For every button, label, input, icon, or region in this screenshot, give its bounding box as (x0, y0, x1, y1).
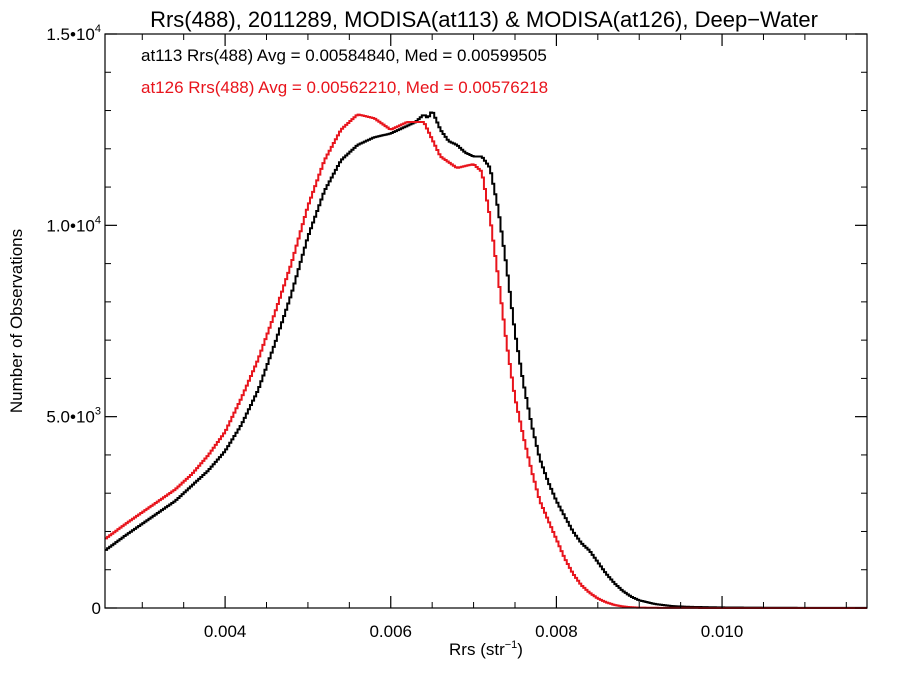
chart-title: Rrs(488), 2011289, MODISA(at113) & MODIS… (150, 7, 818, 32)
x-tick-label: 0.004 (204, 622, 247, 641)
y-tick-label: 5.0•103 (46, 406, 101, 427)
plot-frame (104, 33, 868, 609)
x-tick-label: 0.010 (701, 622, 744, 641)
x-tick-label: 0.008 (535, 622, 578, 641)
ticks-layer: 0.004 0.006 0.008 0.010 0 5.0•103 1.0•104 1.5•1… (46, 23, 867, 641)
x-axis-label: Rrs (str−1) (449, 639, 523, 659)
annotation-at126-stats: at126 Rrs(488) Avg = 0.00562210, Med = 0… (141, 78, 548, 97)
y-tick-label: 0 (92, 599, 101, 618)
annotation-at113-stats: at113 Rrs(488) Avg = 0.00584840, Med = 0… (141, 46, 547, 65)
y-axis-label: Number of Observations (7, 229, 26, 413)
y-tick-label: 1.5•104 (46, 23, 101, 44)
y-tick-label: 1.0•104 (46, 214, 101, 235)
x-tick-label: 0.006 (369, 622, 412, 641)
